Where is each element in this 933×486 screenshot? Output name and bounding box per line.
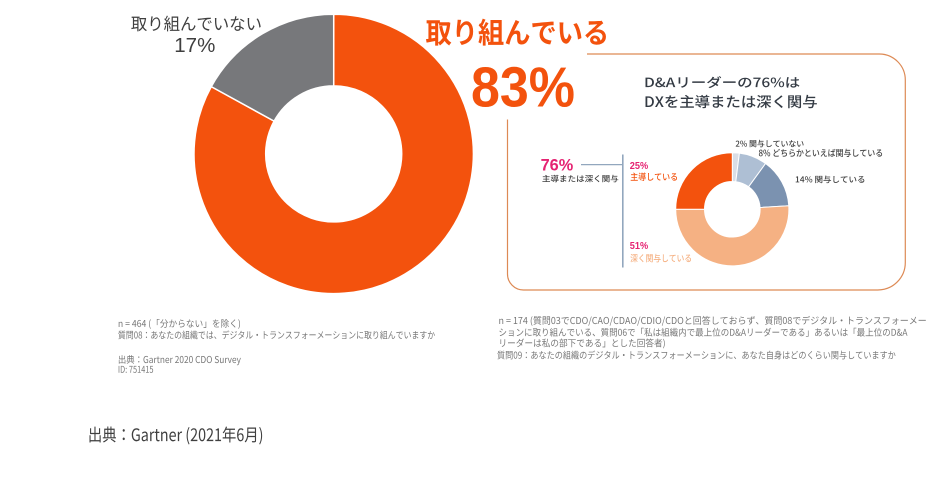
svg-text:51%: 51% [630,241,648,252]
svg-text:17%: 17% [174,34,215,57]
svg-text:76%: 76% [541,156,574,174]
svg-text:25%: 25% [630,161,648,172]
svg-text:83%: 83% [471,56,575,120]
